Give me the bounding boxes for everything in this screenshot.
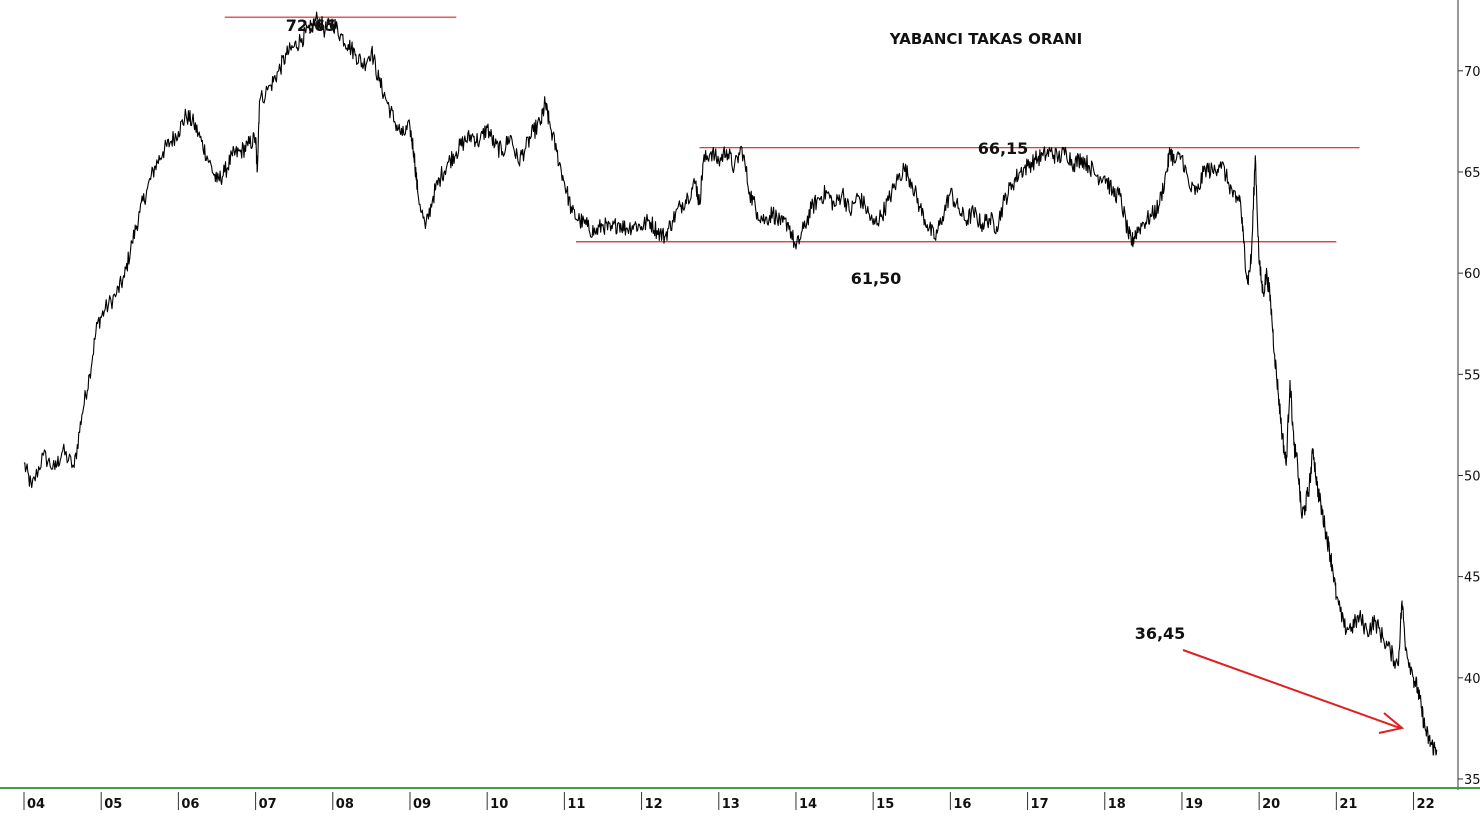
- x-tick-label: 22: [1417, 797, 1435, 812]
- x-tick-label: 16: [953, 797, 971, 812]
- x-tick-label: 13: [722, 797, 740, 812]
- y-tick-label: 65,: [1464, 166, 1480, 181]
- x-tick-label: 12: [645, 797, 663, 812]
- x-tick-label: 17: [1031, 797, 1049, 812]
- x-tick-labels: 04 05 06 07 08 09 10 11 12 13 14 15 16 17 18 19 20 21 22: [27, 797, 1435, 812]
- y-tick-labels: 35, 40, 45, 50, 55, 60, 65, 70,: [1464, 65, 1480, 788]
- reference-lines: [224, 16, 1360, 243]
- annotation-label-36-45: 36,45: [1135, 624, 1186, 643]
- x-tick-label: 05: [104, 797, 122, 812]
- annotation-arrow-group: [1182, 649, 1405, 734]
- series-group: [23, 11, 1438, 756]
- y-tick-label: 45,: [1464, 571, 1480, 586]
- y-tick-label: 70,: [1464, 65, 1480, 80]
- chart-title: YABANCI TAKAS ORANI: [889, 30, 1082, 48]
- x-tick-label: 10: [490, 797, 508, 812]
- x-tick-label: 20: [1262, 797, 1280, 812]
- y-tick-label: 50,: [1464, 469, 1480, 484]
- ref-label-66-15: 66,15: [978, 139, 1029, 158]
- ref-label-61-50: 61,50: [851, 269, 902, 288]
- x-tick-label: 09: [413, 797, 431, 812]
- x-tick-label: 15: [876, 797, 894, 812]
- ref-label-72-65: 72,65: [286, 16, 337, 35]
- x-tick-label: 04: [27, 797, 45, 812]
- x-tick-label: 08: [336, 797, 354, 812]
- x-tick-label: 18: [1108, 797, 1126, 812]
- y-tick-label: 55,: [1464, 368, 1480, 383]
- x-tick-label: 19: [1185, 797, 1203, 812]
- series-line-0: [23, 11, 1438, 756]
- annotation-arrow-shaft: [1182, 649, 1401, 729]
- y-tick-label: 40,: [1464, 672, 1480, 687]
- x-tick-label: 11: [567, 797, 585, 812]
- y-tick-label: 60,: [1464, 267, 1480, 282]
- x-tick-label: 21: [1339, 797, 1357, 812]
- y-tick-label: 35,: [1464, 773, 1480, 788]
- x-tick-label: 14: [799, 797, 817, 812]
- x-tick-label: 07: [259, 797, 277, 812]
- annotation-arrow-head: [1378, 712, 1405, 734]
- x-tick-label: 06: [181, 797, 199, 812]
